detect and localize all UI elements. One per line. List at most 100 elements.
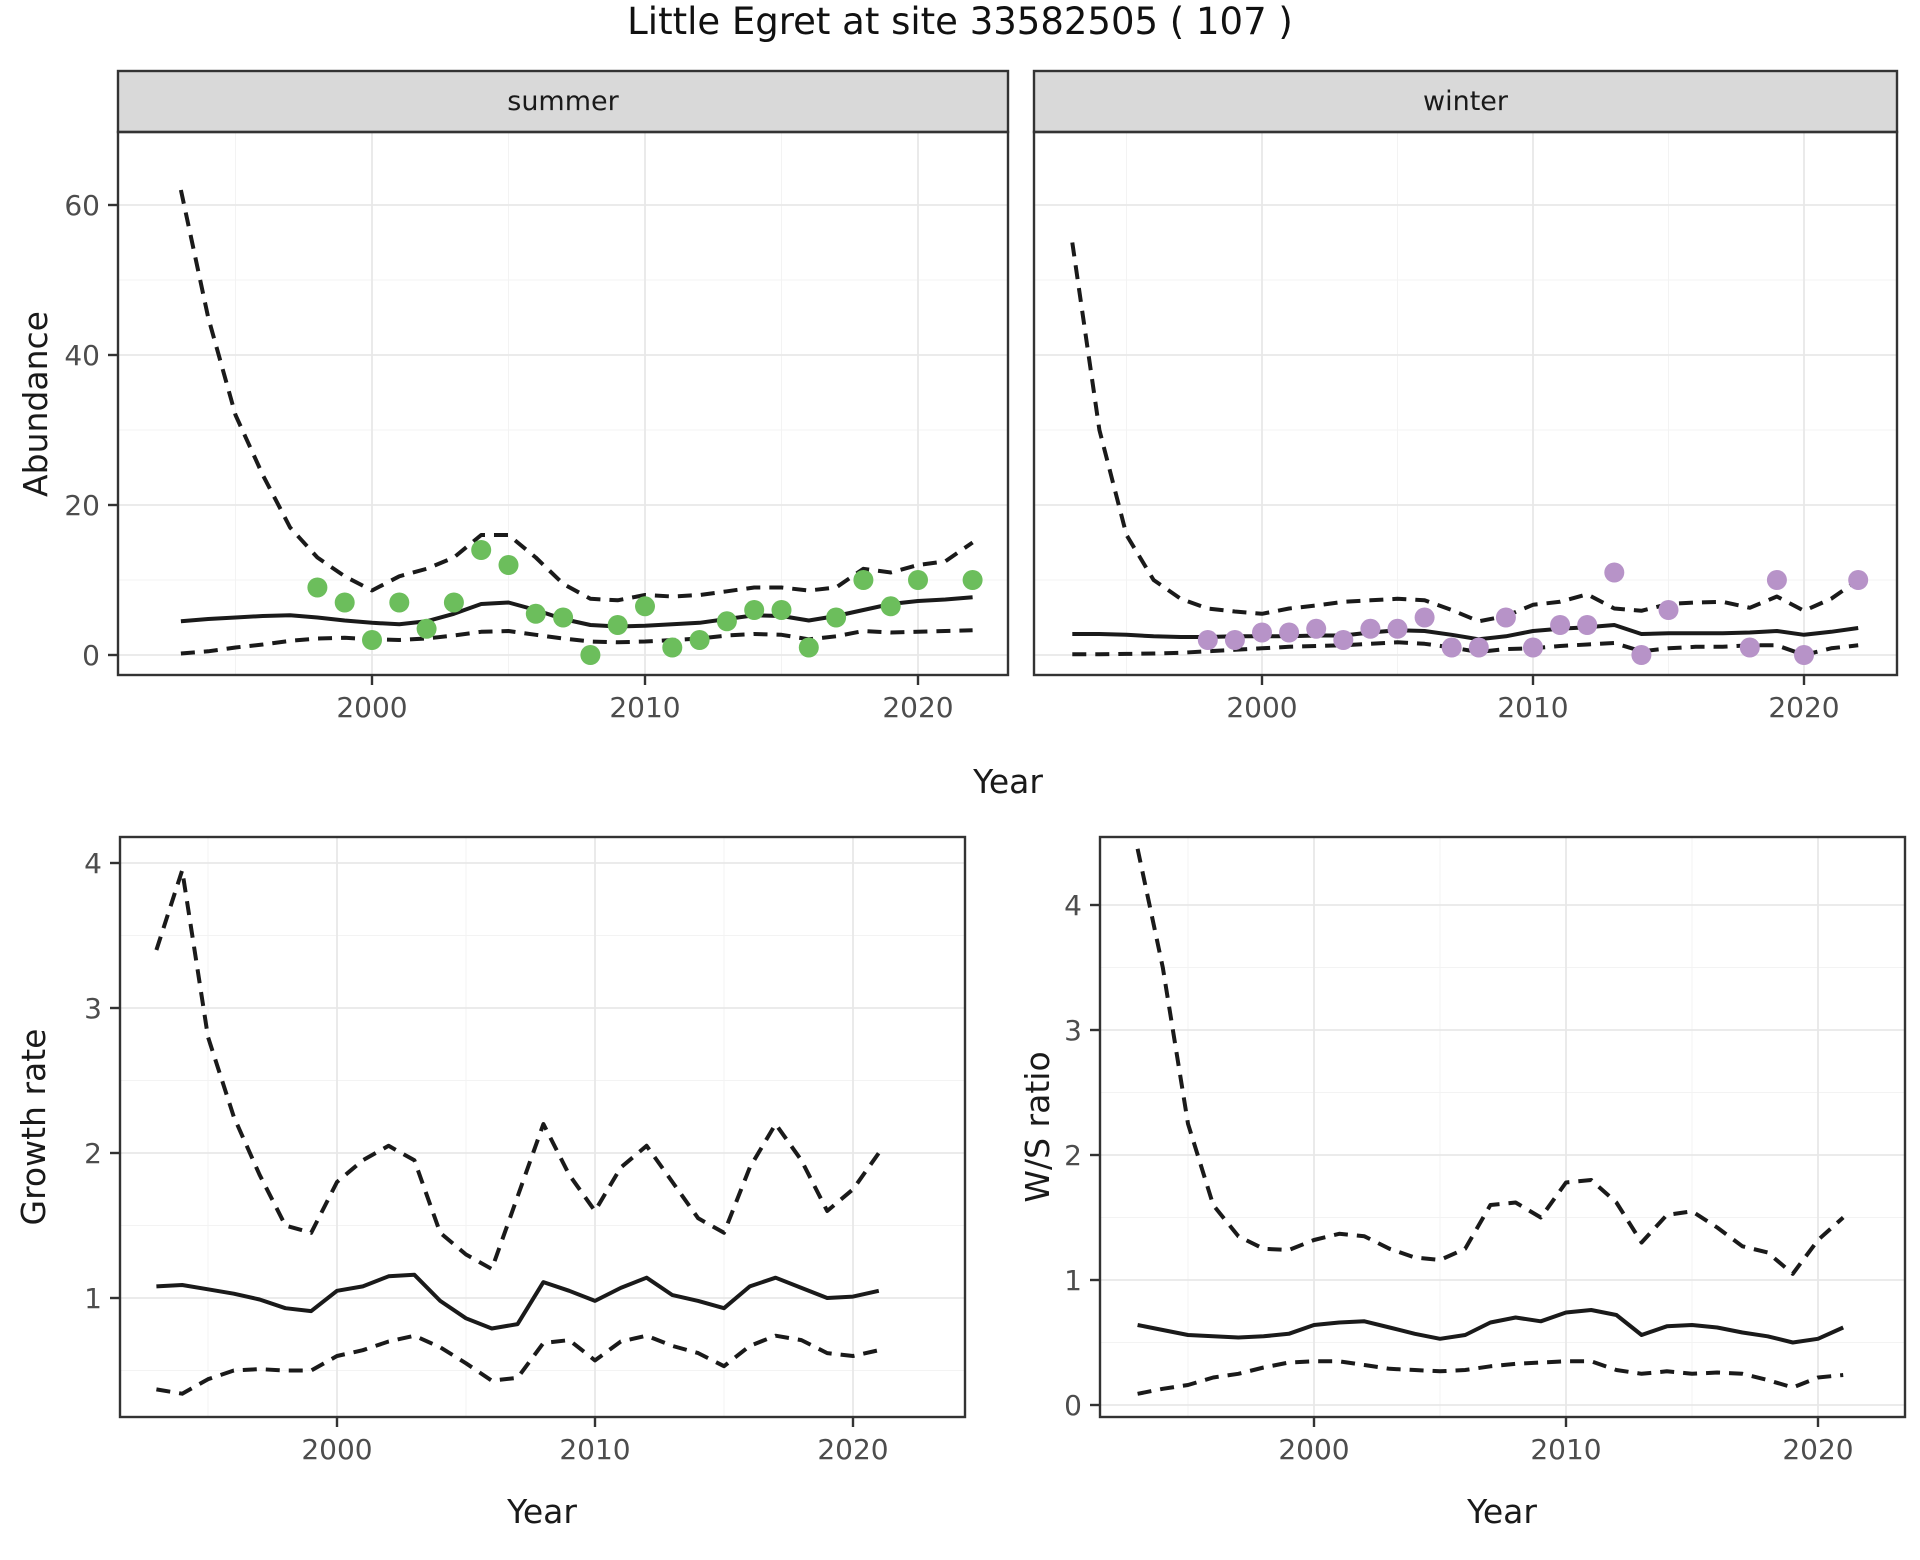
upper-ci-line [178,189,974,603]
lower-ci-line [1072,640,1859,657]
data-point-summer [389,592,410,613]
panel-border [116,130,1010,677]
y-tick-label: 0 [82,639,100,672]
data-point-summer [771,600,792,620]
y-axis-title-abundance: Abundance [16,311,55,497]
y-tick-label: 40 [64,339,100,372]
data-point-summer [416,618,437,639]
panel-abundance-summer: 2000 2010 2020 0 20 40 60 [64,69,1010,724]
y-tick-label: 4 [84,847,102,880]
panel-ws-ratio: 2000 2010 2020 0 1 2 3 4 [1064,835,1907,1466]
panel-background [118,132,1008,675]
upper-ci-line [1135,848,1845,1276]
data-point-winter [1197,630,1218,650]
gridlines [118,132,1008,675]
data-point-summer [334,592,355,613]
data-point-summer [307,577,328,598]
y-axis-title-ws-ratio: W/S ratio [1018,1051,1057,1203]
data-point-winter [1604,562,1625,583]
data-point-summer [553,607,574,628]
y-tick-label: 20 [64,489,100,522]
data-point-winter [1306,618,1327,639]
lower-ci-line [180,628,973,656]
x-axis-title-year-bottom-left: Year [507,1492,577,1531]
data-point-winter [1279,622,1300,643]
x-tick-label: 2020 [882,691,953,724]
x-tick-label: 2000 [1226,691,1297,724]
data-point-winter [1523,637,1543,658]
panel-background [1034,132,1897,675]
x-tick-label: 2020 [1782,1433,1853,1466]
data-point-winter [1387,618,1408,639]
axis-ticks-growth-rate: 2000 2010 2020 1 2 3 4 [84,847,888,1466]
data-point-summer [798,637,819,658]
data-point-summer [362,630,382,650]
panel-growth-rate: 2000 2010 2020 1 2 3 4 [84,835,967,1466]
data-point-summer [689,630,710,650]
y-tick-label: 2 [1064,1139,1082,1172]
data-point-winter [1333,630,1354,650]
data-point-winter [1224,630,1245,650]
figure-title: Little Egret at site 33582505 ( 107 ) [627,0,1293,43]
mean-line [1137,1308,1845,1345]
y-tick-label: 60 [64,189,100,222]
data-point-summer [744,600,765,620]
x-axis-title-year-top: Year [973,762,1043,801]
y-tick-label: 1 [1064,1264,1082,1297]
y-tick-label: 3 [84,992,102,1025]
y-tick-label: 2 [84,1137,102,1170]
data-point-summer [908,570,928,590]
facet-strip [116,69,1010,134]
panel-border [1098,835,1907,1419]
data-point-winter [1495,607,1516,628]
panel-abundance-winter: 2000 2010 2020 [1032,69,1899,724]
mean-line [156,1272,880,1331]
x-tick-label: 2010 [559,1433,630,1466]
x-tick-label: 2020 [817,1433,888,1466]
facet-strip-label-winter: winter [1423,86,1508,117]
data-point-summer [662,637,683,658]
data-point-summer [853,570,874,590]
data-point-winter [1441,637,1462,658]
x-tick-label: 2010 [1530,1433,1601,1466]
data-point-summer [635,596,655,617]
x-tick-label: 2000 [336,691,407,724]
x-tick-label: 2000 [1278,1433,1349,1466]
data-point-summer [880,596,901,617]
data-point-winter [1360,618,1381,639]
lower-ci-line [1137,1359,1844,1396]
data-point-summer [525,603,546,624]
data-point-summer [580,645,601,665]
panel-border [1032,130,1899,677]
data-point-winter [1848,570,1869,590]
upper-ci-line [154,868,881,1271]
axis-ticks-abundance-winter: 2000 2010 2020 [1226,675,1840,724]
lower-ci-line [156,1333,880,1396]
data-point-summer [443,592,464,613]
x-tick-label: 2000 [301,1433,372,1466]
data-point-summer [498,555,519,575]
axis-ticks-abundance-summer: 2000 2010 2020 0 20 40 60 [64,189,953,724]
data-point-winter [1577,615,1598,635]
y-tick-label: 0 [1064,1389,1082,1422]
data-point-summer [826,607,847,628]
data-point-summer [607,615,628,635]
data-point-summer [716,611,737,632]
x-tick-label: 2010 [1497,691,1568,724]
upper-ci-line [1070,242,1860,624]
panel-background [1100,837,1905,1417]
axis-ticks-ws-ratio: 2000 2010 2020 0 1 2 3 4 [1064,889,1853,1466]
data-point-winter [1631,645,1652,665]
data-point-summer [471,540,492,560]
x-tick-label: 2020 [1768,691,1839,724]
data-point-winter [1658,600,1679,620]
gridlines [1100,837,1905,1417]
y-axis-title-growth-rate: Growth rate [14,1028,53,1226]
x-tick-label: 2010 [609,691,680,724]
y-tick-label: 3 [1064,1014,1082,1047]
y-tick-label: 1 [84,1282,102,1315]
data-point-winter [1468,637,1489,658]
facet-strip-label-summer: summer [507,86,619,117]
panel-border [118,835,967,1419]
